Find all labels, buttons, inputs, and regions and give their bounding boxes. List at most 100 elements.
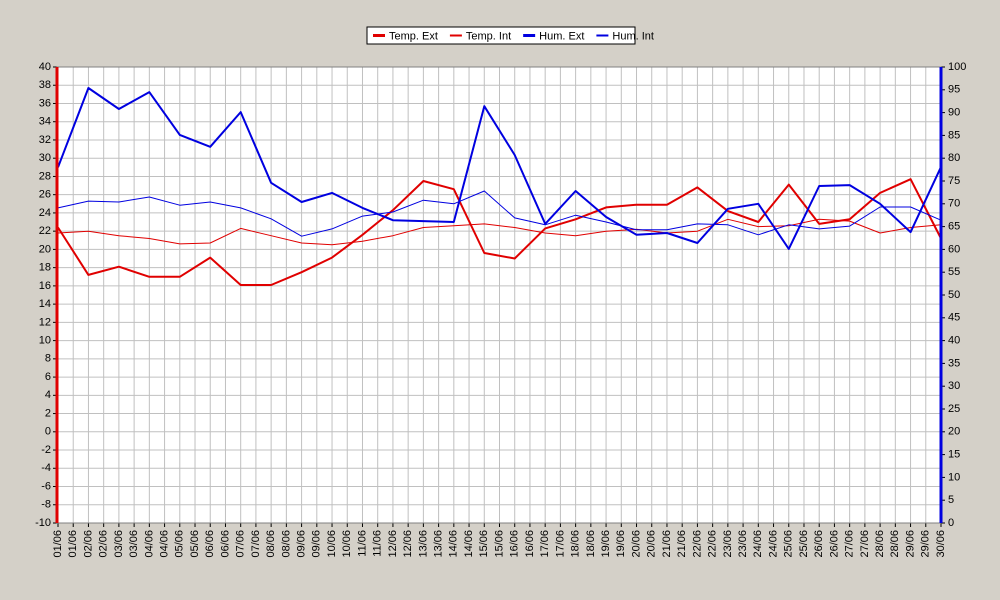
x-tick-label: 02/06 — [98, 530, 110, 558]
series-line — [57, 218, 942, 246]
x-tick-label: 02/06 — [82, 530, 94, 558]
x-tick-label: 21/06 — [676, 530, 688, 558]
x-tick-label: 03/06 — [113, 530, 125, 558]
y-tick-label: -4 — [41, 462, 51, 474]
x-tick-label: 13/06 — [417, 530, 429, 558]
y-tick-label: 0 — [45, 426, 51, 438]
y2-tick-label: 70 — [948, 198, 960, 210]
x-tick-label: 19/06 — [615, 530, 627, 558]
y-tick-label: 34 — [39, 116, 51, 128]
y-tick-label: 14 — [39, 298, 51, 310]
x-tick-label: 14/06 — [448, 530, 460, 558]
x-tick-label: 12/06 — [402, 530, 414, 558]
legend-label: Temp. Int — [466, 30, 511, 42]
y2-tick-label: 30 — [948, 380, 960, 392]
y-tick-label: 40 — [39, 61, 51, 73]
x-tick-label: 11/06 — [372, 530, 384, 557]
y-tick-label: 6 — [45, 371, 51, 383]
x-tick-label: 23/06 — [737, 530, 749, 558]
x-tick-label: 18/06 — [570, 530, 582, 558]
y2-tick-label: 90 — [948, 107, 960, 119]
y-tick-label: 12 — [39, 316, 51, 328]
y2-tick-label: 50 — [948, 289, 960, 301]
x-tick-label: 12/06 — [387, 530, 399, 558]
x-tick-label: 07/06 — [250, 530, 262, 558]
x-tick-label: 01/06 — [52, 530, 64, 558]
x-tick-label: 15/06 — [493, 530, 505, 558]
x-tick-label: 08/06 — [280, 530, 292, 558]
y2-tick-label: 60 — [948, 243, 960, 255]
legend-label: Hum. Int — [612, 30, 654, 42]
y-tick-label: 26 — [39, 189, 51, 201]
x-tick-label: 18/06 — [585, 530, 597, 558]
legend-box — [366, 26, 636, 45]
y2-tick-label: 55 — [948, 266, 960, 278]
legend-label: Hum. Ext — [539, 30, 584, 42]
x-tick-label: 04/06 — [143, 530, 155, 558]
y-tick-label: 24 — [39, 207, 51, 219]
x-tick-label: 05/06 — [189, 530, 201, 558]
y2-tick-label: 10 — [948, 471, 960, 483]
x-tick-label: 17/06 — [539, 530, 551, 558]
x-tick-label: 20/06 — [646, 530, 658, 558]
x-tick-label: 10/06 — [326, 530, 338, 558]
x-tick-label: 09/06 — [295, 530, 307, 558]
y2-tick-label: 20 — [948, 426, 960, 438]
x-tick-label: 26/06 — [813, 530, 825, 558]
y2-tick-label: 0 — [948, 517, 954, 529]
x-tick-label: 11/06 — [356, 530, 368, 557]
series-line — [57, 190, 942, 237]
y-tick-label: 18 — [39, 262, 51, 274]
x-tick-label: 10/06 — [341, 530, 353, 558]
y2-tick-label: 40 — [948, 335, 960, 347]
y2-tick-label: 80 — [948, 152, 960, 164]
x-tick-label: 24/06 — [767, 530, 779, 558]
x-tick-label: 28/06 — [889, 530, 901, 558]
x-tick-label: 17/06 — [554, 530, 566, 558]
y-tick-label: 28 — [39, 170, 51, 182]
y2-tick-label: 100 — [948, 61, 966, 73]
y2-tick-label: 85 — [948, 129, 960, 141]
x-tick-label: 16/06 — [524, 530, 536, 558]
x-tick-label: 04/06 — [158, 530, 170, 558]
y-tick-label: 36 — [39, 97, 51, 109]
y-tick-label: 2 — [45, 407, 51, 419]
y-tick-label: 32 — [39, 134, 51, 146]
x-tick-label: 26/06 — [828, 530, 840, 558]
y-tick-label: 4 — [45, 389, 51, 401]
x-tick-label: 20/06 — [630, 530, 642, 558]
y2-tick-label: 95 — [948, 84, 960, 96]
y-tick-label: 22 — [39, 225, 51, 237]
x-tick-label: 27/06 — [859, 530, 871, 558]
y-tick-label: -10 — [35, 517, 51, 529]
series-line — [57, 87, 942, 250]
x-tick-label: 08/06 — [265, 530, 277, 558]
x-tick-label: 14/06 — [463, 530, 475, 558]
y-tick-label: -2 — [41, 444, 51, 456]
x-tick-label: 29/06 — [920, 530, 932, 558]
x-tick-label: 22/06 — [691, 530, 703, 558]
x-tick-label: 21/06 — [661, 530, 673, 558]
y2-tick-label: 15 — [948, 449, 960, 461]
x-tick-label: 28/06 — [874, 530, 886, 558]
x-tick-label: 07/06 — [235, 530, 247, 558]
x-tick-label: 27/06 — [844, 530, 856, 558]
x-tick-label: 01/06 — [67, 530, 79, 558]
x-tick-label: 25/06 — [783, 530, 795, 558]
y2-tick-label: 65 — [948, 221, 960, 233]
x-tick-label: 15/06 — [478, 530, 490, 558]
x-tick-label: 03/06 — [128, 530, 140, 558]
y-tick-label: 30 — [39, 152, 51, 164]
x-tick-label: 19/06 — [600, 530, 612, 558]
x-tick-label: 30/06 — [935, 530, 947, 558]
y2-tick-label: 45 — [948, 312, 960, 324]
series-line — [57, 178, 942, 286]
x-tick-label: 06/06 — [219, 530, 231, 558]
axes: -10-8-6-4-202468101214161820222426283032… — [35, 61, 966, 558]
y-tick-label: 10 — [39, 335, 51, 347]
y-tick-label: 8 — [45, 353, 51, 365]
y-tick-label: -8 — [41, 499, 51, 511]
y2-tick-label: 5 — [948, 494, 954, 506]
x-tick-label: 23/06 — [722, 530, 734, 558]
